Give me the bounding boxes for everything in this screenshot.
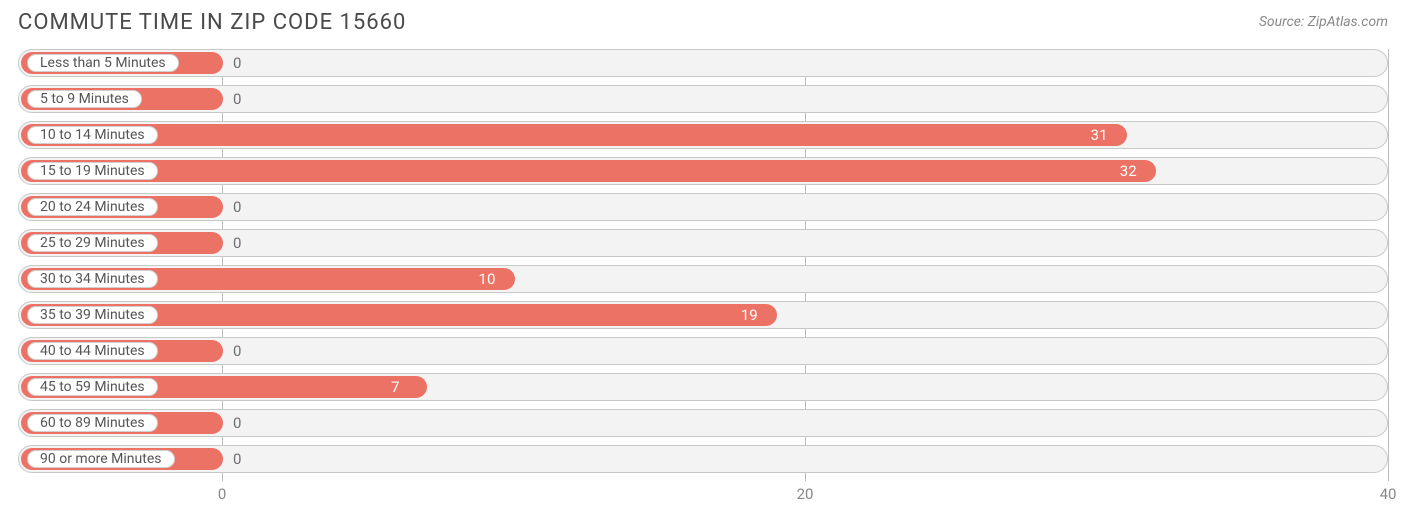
category-label: 40 to 44 Minutes [27,342,158,360]
gridline [1388,49,1389,481]
bar-row: 5 to 9 Minutes 0 [18,85,1388,113]
value-label: 0 [233,410,241,436]
category-label: 90 or more Minutes [27,450,175,468]
category-label: 10 to 14 Minutes [27,126,158,144]
value-label: 0 [233,86,241,112]
value-label: 19 [741,302,758,328]
category-label: 35 to 39 Minutes [27,306,158,324]
value-label: 0 [233,338,241,364]
value-label: 31 [1091,122,1108,148]
category-label: 15 to 19 Minutes [27,162,158,180]
chart-title: COMMUTE TIME IN ZIP CODE 15660 [18,10,406,35]
value-label: 0 [233,194,241,220]
plot-region: Less than 5 Minutes 0 5 to 9 Minutes 0 10 to… [18,49,1388,481]
x-axis: 02040 [18,481,1388,511]
value-label: 0 [233,230,241,256]
bar-row: 45 to 59 Minutes 7 [18,373,1388,401]
bar-row: 20 to 24 Minutes 0 [18,193,1388,221]
bar-row: 30 to 34 Minutes 10 [18,265,1388,293]
category-label: Less than 5 Minutes [27,54,179,72]
value-label: 0 [233,446,241,472]
bar-row: 60 to 89 Minutes 0 [18,409,1388,437]
category-label: 60 to 89 Minutes [27,414,158,432]
bar-row: Less than 5 Minutes 0 [18,49,1388,77]
x-tick-label: 40 [1380,485,1397,503]
x-tick-label: 20 [797,485,814,503]
category-label: 20 to 24 Minutes [27,198,158,216]
source-attribution: Source: ZipAtlas.com [1259,14,1388,30]
bar-row: 35 to 39 Minutes 19 [18,301,1388,329]
chart-area: Less than 5 Minutes 0 5 to 9 Minutes 0 10 to… [0,41,1406,481]
bar [21,124,1127,146]
category-label: 5 to 9 Minutes [27,90,142,108]
category-label: 25 to 29 Minutes [27,234,158,252]
bar [21,160,1156,182]
x-tick-label: 0 [218,485,226,503]
value-label: 32 [1120,158,1137,184]
bar-row: 90 or more Minutes 0 [18,445,1388,473]
value-label: 0 [233,50,241,76]
category-label: 30 to 34 Minutes [27,270,158,288]
value-label: 7 [391,374,399,400]
bar-row: 25 to 29 Minutes 0 [18,229,1388,257]
bar-row: 15 to 19 Minutes 32 [18,157,1388,185]
bar-row: 40 to 44 Minutes 0 [18,337,1388,365]
category-label: 45 to 59 Minutes [27,378,158,396]
bar-row: 10 to 14 Minutes 31 [18,121,1388,149]
value-label: 10 [479,266,496,292]
